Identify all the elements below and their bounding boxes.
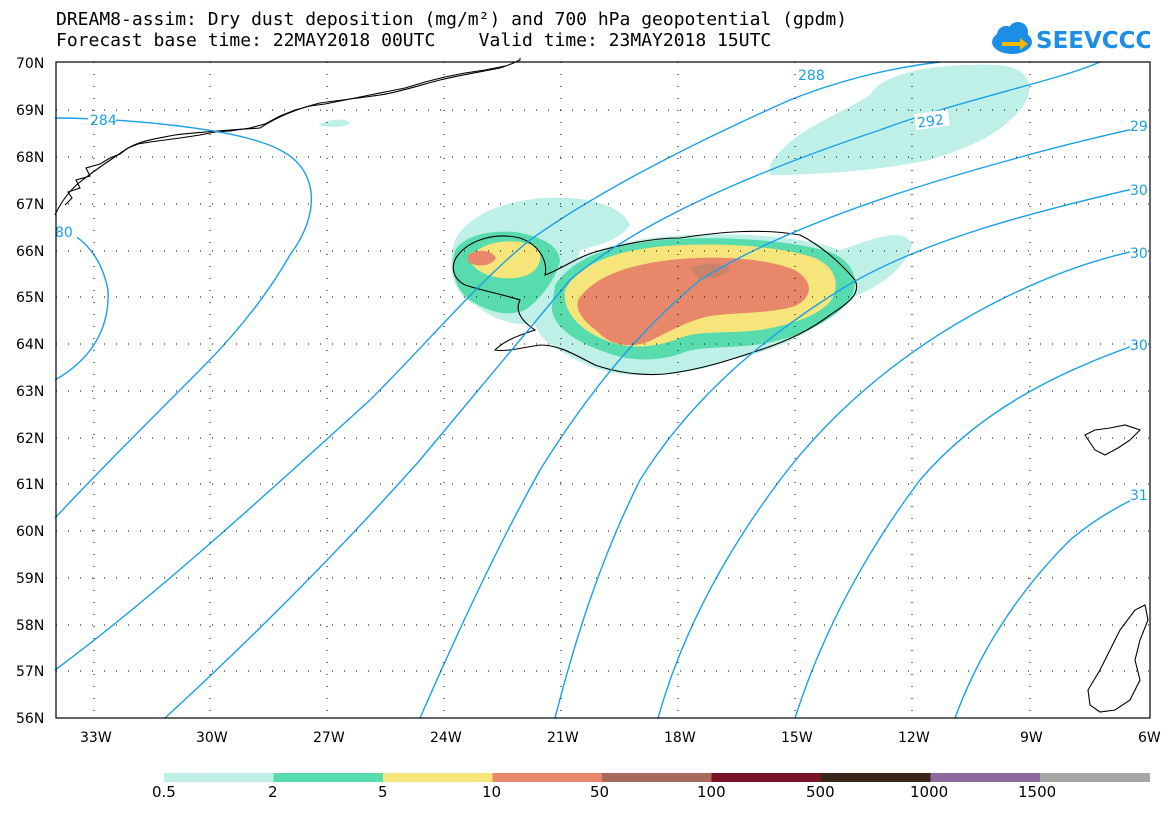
contour-300 <box>554 184 1151 719</box>
contour-label-308: 31 <box>1130 488 1148 504</box>
lon-label: 6W <box>1138 730 1161 746</box>
lat-label: 60N <box>16 524 44 540</box>
contour-label-304: 30 <box>1130 338 1148 354</box>
lat-label: 64N <box>16 337 44 353</box>
contour-label-284: 284 <box>90 113 117 129</box>
lat-label: 61N <box>16 477 44 493</box>
contour-302 <box>657 247 1151 719</box>
geopotential-contour-layer <box>54 61 1151 719</box>
contour-label-296: 29 <box>1130 119 1148 135</box>
longitude-labels: 33W 30W 27W 24W 21W 18W 15W 12W 9W 6W <box>80 730 1161 746</box>
latitude-labels: 70N 69N 68N 67N 66N 65N 64N 63N 62N 61N … <box>16 56 44 727</box>
contour-label-302: 30 <box>1130 246 1148 262</box>
iceland-coast <box>452 230 858 376</box>
lat-label: 62N <box>16 431 44 447</box>
dust-field-layer <box>318 64 1030 376</box>
contour-304 <box>794 339 1151 719</box>
contour-label-300: 30 <box>1130 183 1148 199</box>
map-frame <box>55 61 1151 719</box>
lon-label: 15W <box>781 730 813 746</box>
faroe-shetland-coast <box>1084 424 1142 456</box>
map-subtitle: Forecast base time: 22MAY2018 00UTC Vali… <box>56 30 772 51</box>
lon-label: 9W <box>1020 730 1043 746</box>
contour-label-layer: 284 80 288 292 29 30 30 30 31 <box>55 67 1150 504</box>
lat-label: 69N <box>16 103 44 119</box>
coastline-layer <box>54 58 1149 713</box>
contour-296 <box>419 124 1151 719</box>
contour-284 <box>54 117 312 519</box>
lat-label: 66N <box>16 244 44 260</box>
dust-field-10 <box>468 250 496 266</box>
contour-280 <box>54 229 109 381</box>
lat-label: 68N <box>16 150 44 166</box>
logo-text: SEEVCCC <box>1036 28 1150 54</box>
contour-label-292: 292 <box>916 112 945 132</box>
dust-field-0.5 <box>318 119 350 128</box>
lat-label: 65N <box>16 290 44 306</box>
lat-label: 70N <box>16 56 44 72</box>
lon-label: 12W <box>898 730 930 746</box>
lon-label: 24W <box>430 730 462 746</box>
lat-label: 56N <box>16 711 44 727</box>
dust-field-10 <box>577 257 809 346</box>
contour-292 <box>164 61 1101 719</box>
map-title: DREAM8-assim: Dry dust deposition (mg/m²… <box>56 9 848 30</box>
lat-label: 67N <box>16 197 44 213</box>
cloud-arrow-icon <box>992 22 1032 54</box>
greenland-coast <box>54 58 521 216</box>
lat-label: 63N <box>16 384 44 400</box>
contour-308 <box>954 491 1151 719</box>
contour-label-280: 80 <box>55 225 73 241</box>
lat-label: 58N <box>16 618 44 634</box>
graticule <box>56 62 1150 718</box>
lon-label: 30W <box>196 730 228 746</box>
lon-label: 33W <box>80 730 112 746</box>
lon-label: 27W <box>313 730 345 746</box>
seevccc-logo: SEEVCCC <box>992 22 1150 54</box>
scotland-coast <box>1087 604 1149 713</box>
lon-label: 18W <box>664 730 696 746</box>
lat-label: 59N <box>16 571 44 587</box>
lon-label: 21W <box>547 730 579 746</box>
dust-field-0.5 <box>770 64 1030 175</box>
lat-label: 57N <box>16 664 44 680</box>
dust-field-50 <box>690 263 730 279</box>
greenland-coast <box>64 65 506 206</box>
contour-label-288: 288 <box>798 68 825 84</box>
